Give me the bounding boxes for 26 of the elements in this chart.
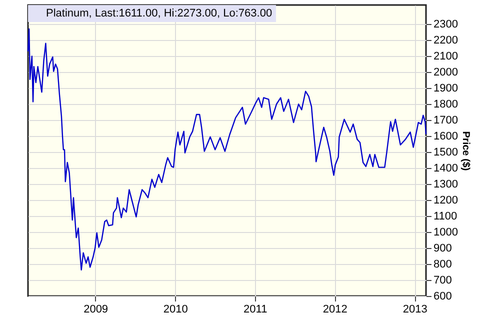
x-tick-label: 2013 (402, 304, 428, 316)
y-tick-label: 1500 (434, 146, 458, 159)
y-tick-label: 2000 (434, 66, 458, 79)
y-tick-label: 1200 (434, 194, 458, 207)
y-tick-label: 1600 (434, 130, 458, 143)
y-tick-label: 600 (434, 290, 452, 302)
y-tick-label: 700 (434, 274, 452, 287)
y-tick-label: 2300 (434, 18, 458, 31)
y-tick-label: 1000 (434, 226, 458, 239)
y-tick-label: 2200 (434, 34, 458, 47)
x-tick-label: 2012 (322, 304, 348, 316)
y-tick-label: 1100 (434, 210, 458, 223)
x-tick-label: 2010 (163, 304, 188, 316)
y-tick-label: 1400 (434, 162, 458, 175)
y-tick-label: 1900 (434, 82, 458, 95)
series-label: Platinum, Last:1611.00, Hi:2273.00, Lo:763.00 (46, 8, 272, 20)
y-axis-title: Price ($) (460, 131, 471, 171)
y-tick-label: 800 (434, 258, 452, 271)
y-tick-label: 1800 (434, 98, 458, 111)
line-series (27, 28, 427, 271)
x-tick-label: 2009 (84, 304, 108, 316)
y-tick-label: 900 (434, 242, 452, 255)
y-tick-label: 1700 (434, 114, 458, 127)
y-tick-label: 2100 (434, 50, 458, 63)
x-tick-label: 2011 (244, 304, 268, 316)
y-tick-label: 1300 (434, 178, 458, 191)
